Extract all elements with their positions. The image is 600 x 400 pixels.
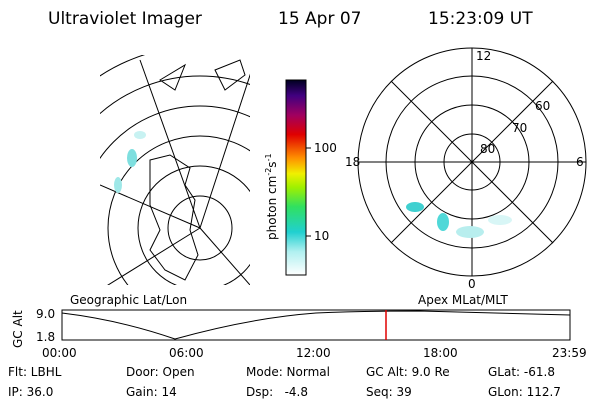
colorbar-label: photon cm-2s-1	[264, 153, 279, 240]
mlt-label: 0	[468, 277, 476, 291]
mlat-label: 80	[480, 142, 495, 156]
x-tick-label: 18:00	[423, 346, 458, 360]
info-field: Dsp: -4.8	[246, 385, 308, 399]
info-panel: Flt: LBHL Door: Open Mode: Normal GC Alt: 9…	[8, 365, 561, 399]
mlt-label: 6	[576, 155, 584, 169]
panel-title: Geographic Lat/Lon	[70, 293, 187, 307]
polar-plot	[357, 47, 587, 277]
info-field: Flt: LBHL	[8, 365, 62, 379]
label-part: -1	[264, 153, 273, 161]
mlt-label: 12	[476, 49, 491, 63]
info-field: GLon: 112.7	[488, 385, 561, 399]
y-tick-label: 9.0	[36, 307, 55, 321]
x-tick-label: 06:00	[169, 346, 204, 360]
colorbar-tick: 10	[314, 229, 329, 243]
x-tick-label: 23:59	[552, 346, 587, 360]
panel-title: Apex MLat/MLT	[418, 293, 508, 307]
altitude-panel: Geographic Lat/Lon Apex MLat/MLT GC Alt …	[11, 293, 587, 360]
info-field: Gain: 14	[126, 385, 177, 399]
x-tick-label: 12:00	[296, 346, 331, 360]
label-part: s	[265, 161, 279, 167]
mlat-label: 60	[535, 99, 550, 113]
x-tick-label: 00:00	[42, 346, 77, 360]
info-field: Door: Open	[126, 365, 195, 379]
y-label: GC Alt	[11, 310, 25, 348]
header: Ultraviolet Imager 15 Apr 07 15:23:09 UT	[48, 9, 533, 29]
colorbar-tick: 100	[314, 141, 337, 155]
colorbar: 100 10 photon cm-2s-1	[264, 79, 337, 276]
info-field: IP: 36.0	[8, 385, 53, 399]
info-field: Mode: Normal	[246, 365, 330, 379]
title: Ultraviolet Imager	[48, 9, 202, 29]
date: 15 Apr 07	[278, 9, 361, 29]
info-field: Seq: 39	[366, 385, 412, 399]
y-tick-label: 1.8	[36, 330, 55, 344]
info-field: GLat: -61.8	[488, 365, 555, 379]
time: 15:23:09 UT	[428, 9, 533, 29]
mlt-label: 18	[345, 155, 360, 169]
label-part: photon cm	[265, 176, 279, 240]
mlat-label: 70	[512, 121, 527, 135]
geo-map	[100, 55, 250, 285]
info-field: GC Alt: 9.0 Re	[366, 365, 450, 379]
polar-labels: 12 60 70 80 18 6 0	[345, 49, 584, 291]
label-part: -2	[264, 168, 273, 176]
